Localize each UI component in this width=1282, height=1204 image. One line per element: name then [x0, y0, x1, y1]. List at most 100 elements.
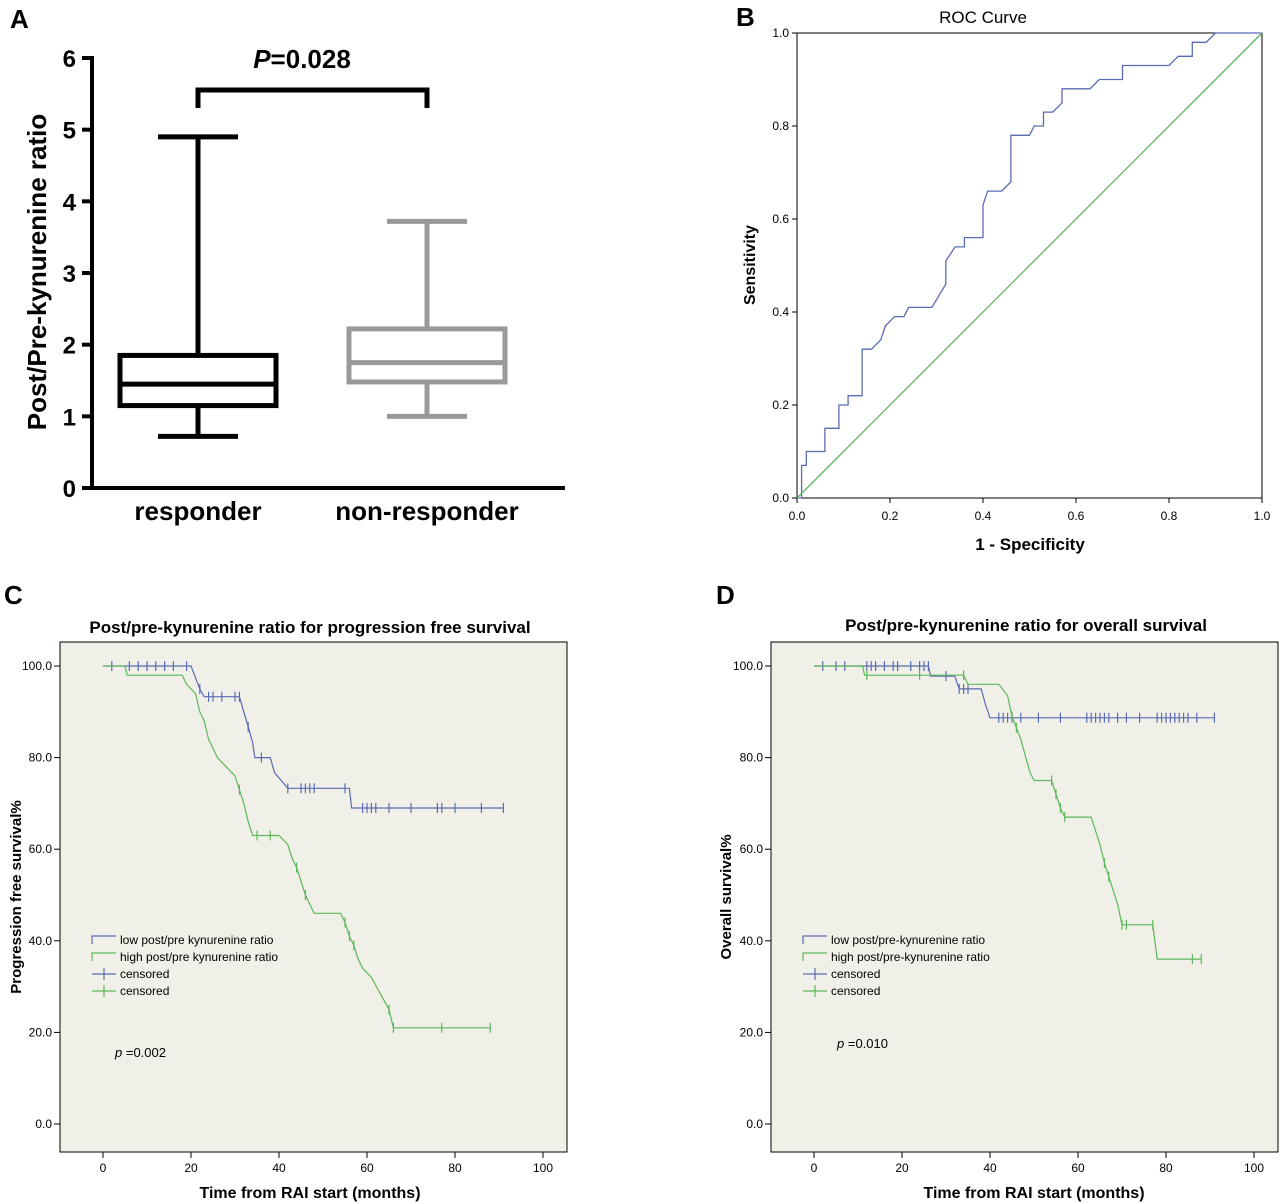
- panel-c-series: [103, 661, 504, 1033]
- roc-y-tick-label: 0.6: [772, 212, 789, 226]
- panel-c-x-axis-label: Time from RAI start (months): [199, 1185, 420, 1202]
- roc-x-axis-label: 1 - Specificity: [975, 535, 1085, 554]
- panel-d-y-tick-label: 60.0: [740, 842, 764, 856]
- panel-d-legend-label: censored: [831, 984, 880, 998]
- roc-x-tick-label: 0.6: [1068, 509, 1085, 523]
- panel-c-x-tick-label: 60: [360, 1161, 374, 1175]
- panel-c-green-group: [103, 665, 491, 1033]
- panel-c-green-survival-line: [103, 665, 491, 1029]
- panel-a-y-tick-label: 5: [63, 118, 76, 145]
- panel-d-y-tick-label: 20.0: [740, 1025, 764, 1039]
- panel-c-axes: 0 20 40 60 80 100 0.0 20.0 40.0 60.0 80.0 100.0: [22, 659, 553, 1175]
- panel-c-legend-item: censored: [92, 984, 169, 998]
- panel-c-letter: C: [4, 580, 23, 610]
- roc-series: [796, 32, 1263, 499]
- panel-c-legend-swatch: [91, 952, 116, 961]
- roc-y-tick-label: 0.4: [772, 305, 789, 319]
- box-non-responder: non-responder: [335, 218, 519, 526]
- panel-c-legend-item: low post/pre kynurenine ratio: [91, 933, 274, 947]
- roc-plot-area: [796, 32, 1263, 499]
- panel-b-letter: B: [736, 2, 755, 32]
- panel-c-x-tick-label: 20: [184, 1161, 198, 1175]
- roc-title: ROC Curve: [939, 8, 1027, 27]
- roc-x-tick-label: 0.8: [1161, 509, 1178, 523]
- panel-d-p-text: =0.010: [844, 1036, 888, 1051]
- roc-curve: [797, 32, 1262, 499]
- panel-c-x-tick-label: 40: [272, 1161, 286, 1175]
- panel-d-legend-swatch: [802, 952, 827, 961]
- panel-c-p-value: p =0.002: [114, 1045, 166, 1060]
- panel-d-legend-item: high post/pre-kynurenine ratio: [802, 950, 990, 964]
- panel-b: B ROC Curve 0.0 0.2 0.4 0.6 0.8 1.0 0.0 0.2 0.4 0…: [736, 2, 1271, 554]
- panel-d-p-italic: p: [836, 1036, 844, 1051]
- panel-c-blue-survival-line: [103, 665, 504, 809]
- panel-d-y-axis-label: Overall survival%: [718, 834, 735, 959]
- panel-c-y-tick-label: 80.0: [29, 751, 53, 765]
- panel-d-y-tick-label: 0.0: [746, 1117, 763, 1131]
- box-iqr: [117, 352, 279, 409]
- panel-d-plot-area: [770, 641, 1279, 1153]
- panel-c-legend-label: high post/pre kynurenine ratio: [120, 950, 278, 964]
- panel-c-legend-item: high post/pre kynurenine ratio: [91, 950, 278, 964]
- roc-y-tick-label: 0.2: [772, 398, 789, 412]
- panel-d-x-tick-label: 0: [811, 1161, 818, 1175]
- panel-c-legend: low post/pre kynurenine ratio high post/p…: [91, 933, 278, 998]
- panel-d-legend-item: censored: [803, 984, 880, 998]
- panel-d-x-tick-label: 80: [1159, 1161, 1173, 1175]
- panel-c-legend-swatch: [91, 935, 116, 944]
- roc-x-tick-label: 0.0: [789, 509, 806, 523]
- panel-c-p-italic: p: [114, 1045, 122, 1060]
- panel-c-x-tick-label: 80: [448, 1161, 462, 1175]
- panel-d-legend-label: high post/pre-kynurenine ratio: [831, 950, 990, 964]
- panel-c-y-tick-label: 100.0: [22, 659, 52, 673]
- panel-a-y-tick-label: 6: [63, 46, 76, 73]
- panel-d-legend-label: censored: [831, 967, 880, 981]
- panel-c-blue-group: [103, 661, 504, 813]
- panel-c-y-tick-label: 20.0: [29, 1025, 53, 1039]
- panel-a-y-axis-label: Post/Pre-kynurenine ratio: [22, 114, 52, 430]
- panel-d-title: Post/pre-kynurenine ratio for overall su…: [845, 616, 1207, 635]
- roc-x-tick-label: 0.2: [882, 509, 899, 523]
- p-value-bracket: [195, 87, 430, 108]
- panel-d-letter: D: [716, 580, 735, 610]
- roc-x-tick-label: 0.4: [975, 509, 992, 523]
- box-responder: responder: [117, 134, 279, 526]
- panel-a-letter: A: [10, 4, 29, 34]
- panel-c-legend-label: censored: [120, 984, 169, 998]
- panel-d-y-tick-label: 100.0: [733, 659, 763, 673]
- panel-a-y-tick-label: 2: [63, 333, 76, 360]
- panel-d: D Post/pre-kynurenine ratio for overall …: [716, 580, 1279, 1202]
- panel-a-y-tick-label: 1: [63, 404, 76, 431]
- roc-x-tick-label: 1.0: [1254, 509, 1271, 523]
- panel-d-x-tick-label: 40: [983, 1161, 997, 1175]
- panel-d-y-tick-label: 40.0: [740, 934, 764, 948]
- panel-c-x-tick-label: 0: [100, 1161, 107, 1175]
- category-label: non-responder: [335, 496, 518, 526]
- panel-d-legend-swatch: [802, 935, 827, 944]
- roc-y-tick-label: 0.0: [772, 491, 789, 505]
- panel-d-x-tick-label: 20: [895, 1161, 909, 1175]
- panel-c-p-text: =0.002: [122, 1045, 166, 1060]
- roc-y-tick-label: 0.8: [772, 119, 789, 133]
- p-value-annotation: P=0.028: [253, 44, 351, 74]
- reference-diagonal: [796, 32, 1263, 499]
- panel-a-boxes: responder non-responder: [117, 134, 519, 526]
- panel-d-y-tick-label: 80.0: [740, 751, 764, 765]
- category-label: responder: [134, 496, 261, 526]
- panel-c-legend-label: low post/pre kynurenine ratio: [120, 933, 274, 947]
- panel-a-y-tick-label: 0: [63, 476, 76, 503]
- panel-c-y-tick-label: 60.0: [29, 842, 53, 856]
- panel-d-green-group: [814, 665, 1202, 965]
- panel-d-legend: low post/pre-kynurenine ratio high post/p…: [802, 933, 990, 998]
- panel-a-axes: 0 1 2 3 4 5 6: [63, 46, 565, 503]
- panel-c-legend-label: censored: [120, 967, 169, 981]
- panel-c-plot-area: [59, 641, 568, 1153]
- roc-y-axis-label: Sensitivity: [742, 225, 759, 305]
- panel-c-y-tick-label: 0.0: [35, 1117, 52, 1131]
- panel-d-series: [814, 661, 1216, 965]
- panel-d-x-tick-label: 60: [1071, 1161, 1085, 1175]
- panel-d-legend-item: censored: [803, 967, 880, 981]
- panel-d-axes: 0 20 40 60 80 100 0.0 20.0 40.0 60.0 80.0 100.0: [733, 659, 1264, 1175]
- panel-c-y-axis-label: Progression free survival%: [8, 800, 25, 993]
